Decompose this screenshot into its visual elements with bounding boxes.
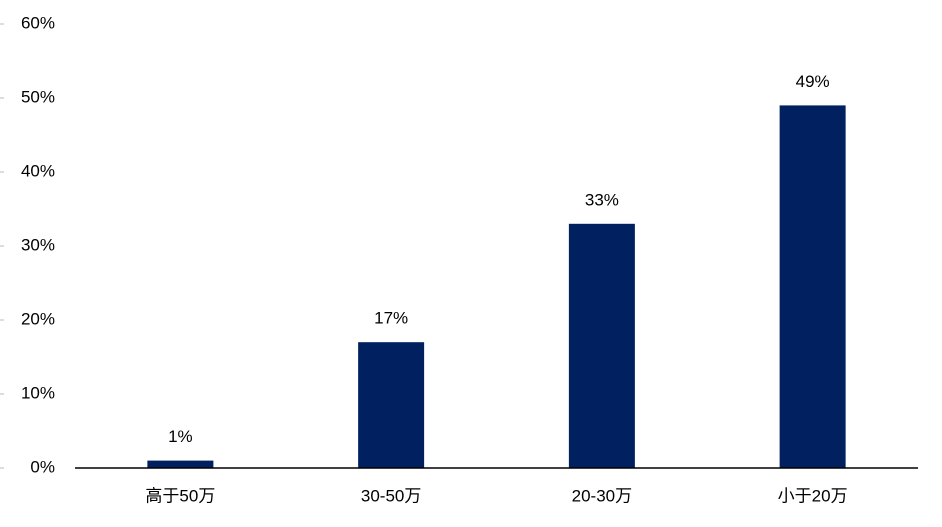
value-label: 33% [585, 190, 619, 209]
value-label: 17% [374, 309, 408, 328]
bar [147, 460, 214, 468]
y-tick-label: 40% [21, 161, 55, 180]
value-label: 49% [796, 72, 830, 91]
y-tick-label: 30% [21, 235, 55, 254]
x-tick-label: 高于50万 [145, 486, 215, 505]
y-tick-label: 60% [21, 13, 55, 32]
bar [358, 342, 425, 468]
bar [568, 223, 635, 468]
y-tick-label: 50% [21, 87, 55, 106]
bar [779, 105, 846, 469]
x-tick-label: 20-30万 [572, 486, 632, 505]
y-tick-label: 20% [21, 309, 55, 328]
x-tick-label: 30-50万 [361, 486, 421, 505]
y-tick-label: 0% [30, 457, 55, 476]
x-tick-label: 小于20万 [778, 486, 848, 505]
value-label: 1% [168, 427, 193, 446]
y-tick-label: 10% [21, 383, 55, 402]
